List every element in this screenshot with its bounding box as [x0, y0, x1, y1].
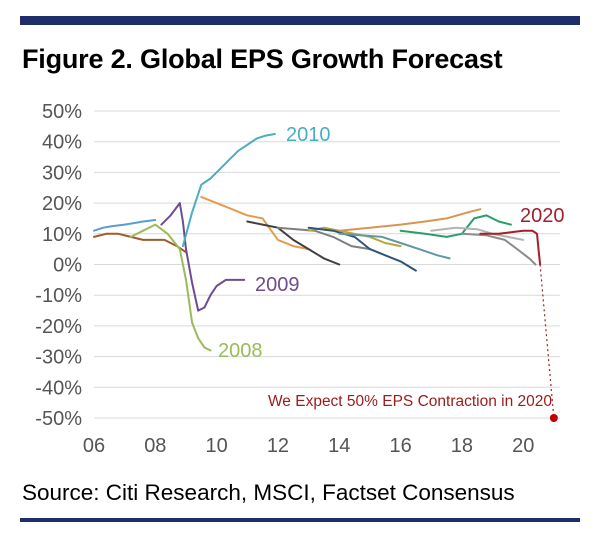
- annotation-text: We Expect 50% EPS Contraction in 2020: [268, 393, 552, 410]
- x-tick-label: 20: [512, 435, 534, 457]
- series-line: [479, 229, 542, 266]
- series-line: [93, 232, 187, 254]
- x-tick-label: 14: [328, 435, 350, 457]
- series-label: 2010: [286, 124, 331, 146]
- y-tick-label: 20%: [42, 193, 82, 215]
- series-line: [129, 223, 212, 352]
- y-tick-label: -30%: [35, 347, 82, 369]
- series-line: [276, 226, 371, 251]
- x-tick-label: 10: [206, 435, 228, 457]
- y-tick-label: 50%: [42, 101, 82, 123]
- series-line: [460, 232, 537, 266]
- y-tick-label: -10%: [35, 285, 82, 307]
- y-tick-label: 10%: [42, 224, 82, 246]
- series-line: [399, 214, 512, 238]
- series-line: [181, 133, 276, 248]
- y-tick-label: 40%: [42, 132, 82, 154]
- bottom-rule: [20, 518, 580, 522]
- y-tick-label: -20%: [35, 316, 82, 338]
- series-line: [93, 219, 157, 232]
- x-tick-label: 16: [389, 435, 411, 457]
- figure-title: Figure 2. Global EPS Growth Forecast: [22, 44, 503, 74]
- series-label: 2020: [520, 205, 565, 227]
- top-rule: [20, 16, 580, 25]
- y-tick-label: -40%: [35, 377, 82, 399]
- series-line: [246, 220, 341, 266]
- x-tick-label: 08: [144, 435, 166, 457]
- y-tick-label: -50%: [35, 408, 82, 430]
- series-line: [307, 226, 402, 248]
- annotation-marker: [549, 414, 558, 422]
- series-label: 2009: [255, 274, 300, 296]
- x-tick-label: 12: [267, 435, 289, 457]
- annotation-connector: [539, 264, 555, 419]
- series-line: [200, 196, 310, 251]
- x-tick-label: 18: [451, 435, 473, 457]
- source-note: Source: Citi Research, MSCI, Factset Con…: [22, 480, 515, 505]
- x-tick-label: 06: [83, 435, 105, 457]
- series-line: [338, 232, 451, 260]
- series-line: [338, 208, 482, 232]
- y-tick-label: 0%: [53, 255, 82, 277]
- y-tick-label: 30%: [42, 162, 82, 184]
- series-label: 2008: [218, 340, 263, 362]
- series-line: [307, 226, 417, 272]
- series-line: [430, 226, 525, 241]
- series-line: [160, 202, 246, 312]
